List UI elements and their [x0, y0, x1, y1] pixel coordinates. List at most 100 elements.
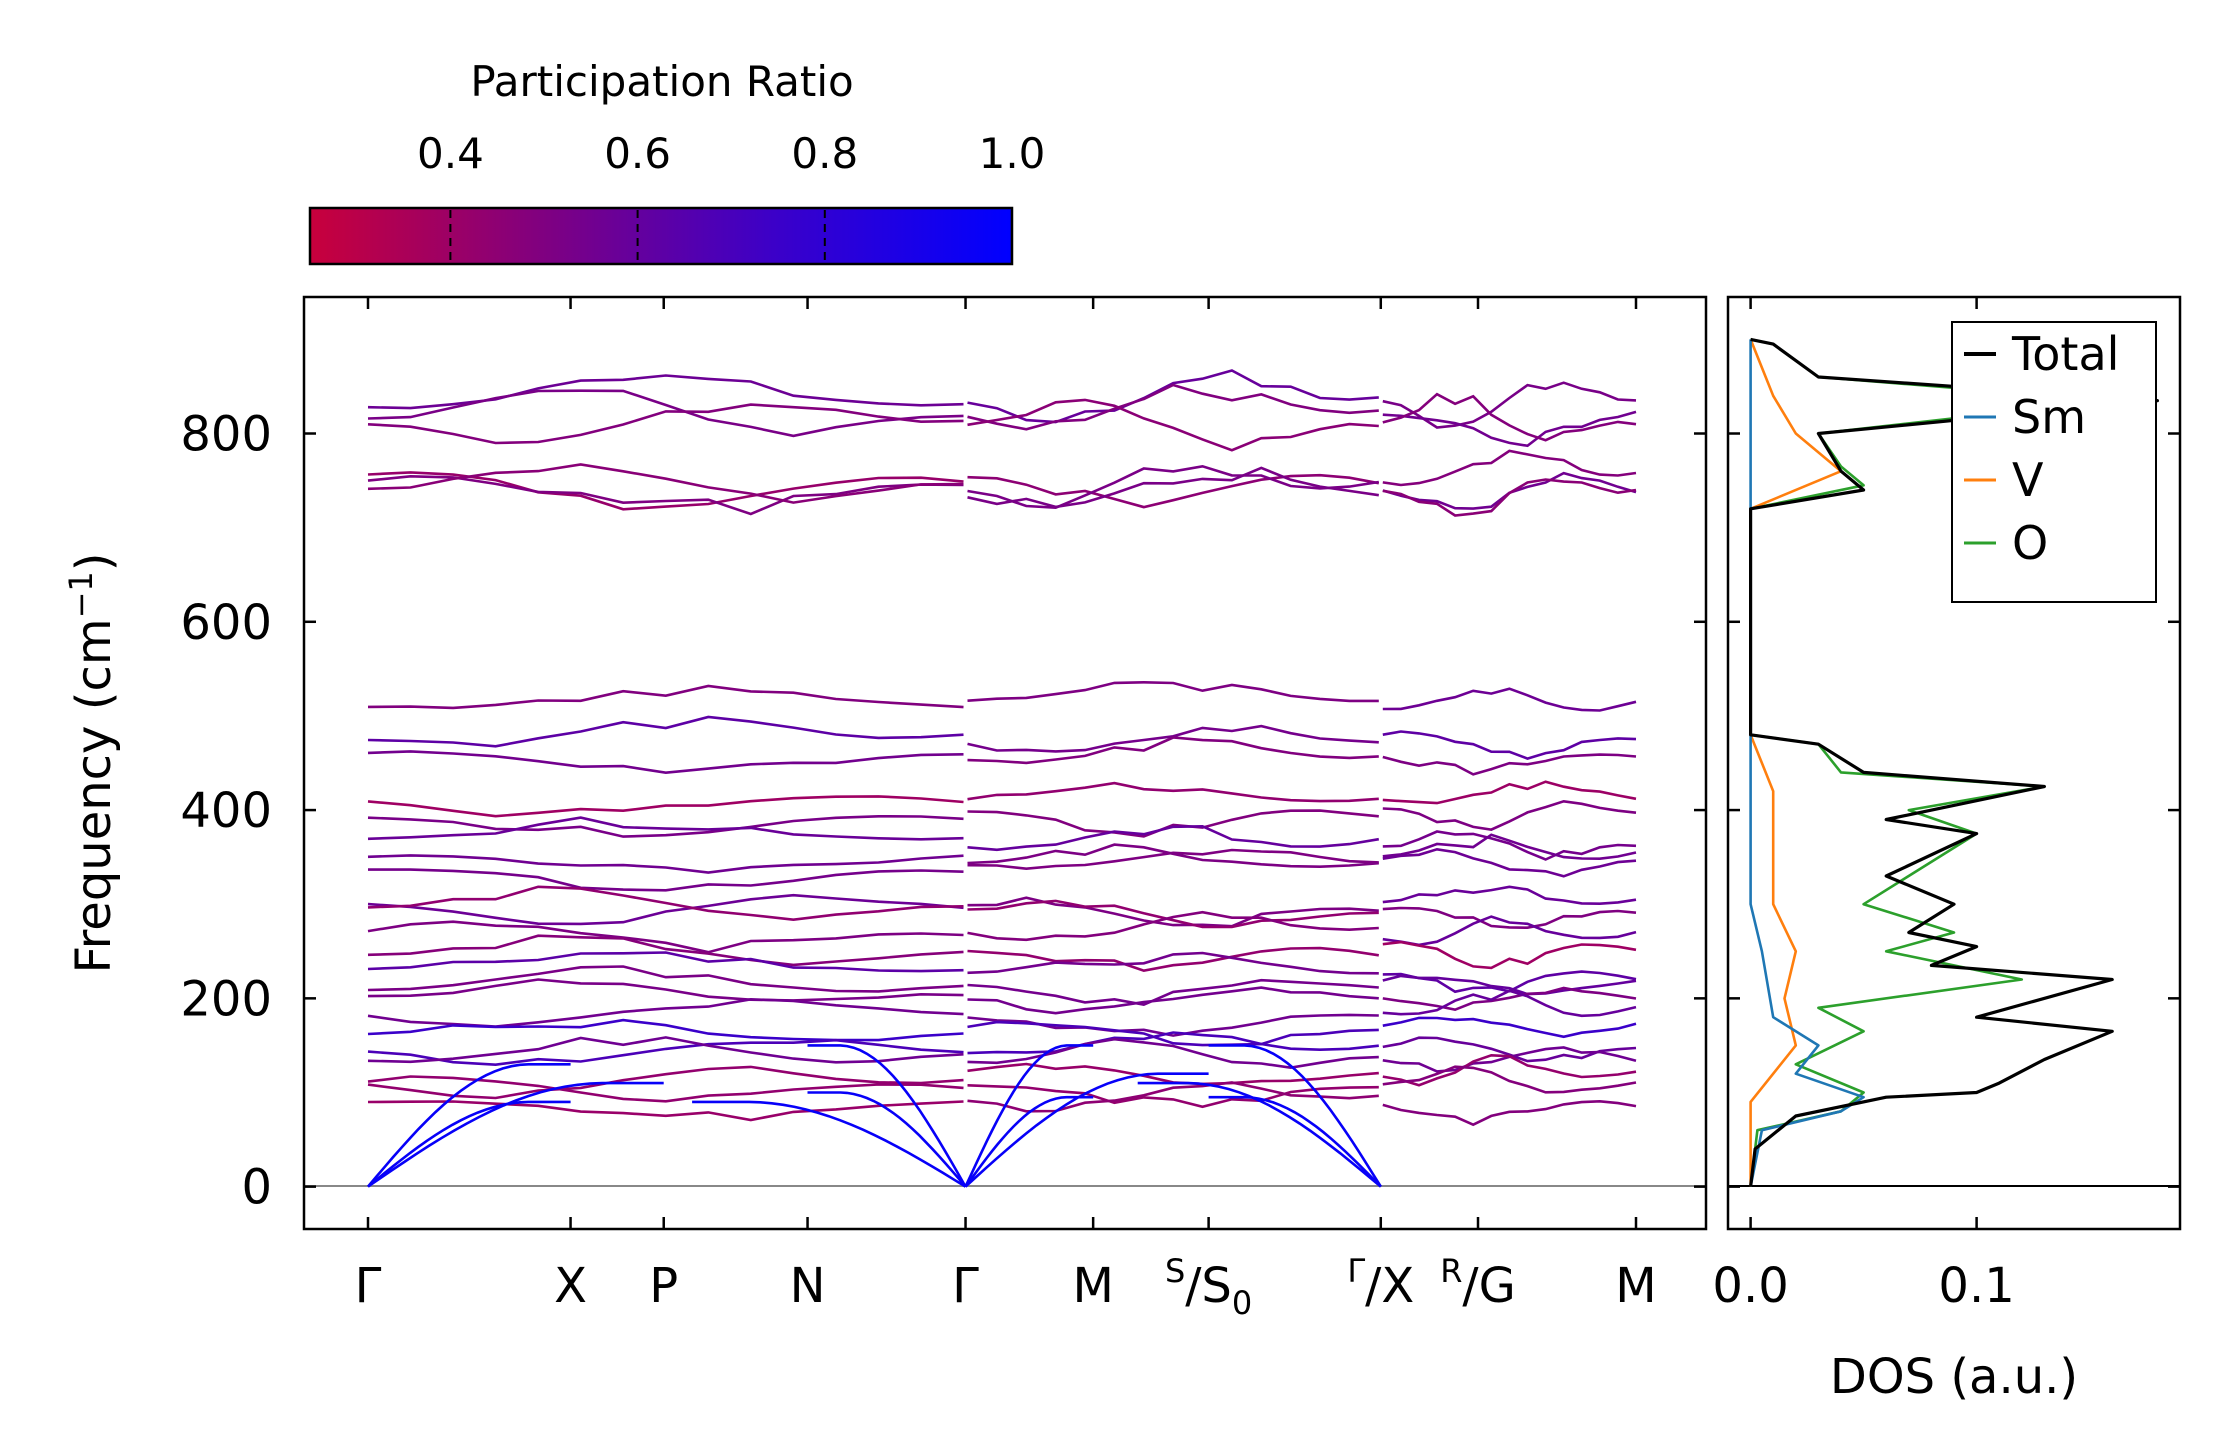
- band-line: [1382, 780, 1637, 805]
- band-line: [367, 374, 964, 410]
- dos-x-tick-label: 0.1: [1938, 1258, 2014, 1314]
- acoustic-branch: [1137, 1081, 1382, 1188]
- k-point-label: R/G: [1440, 1252, 1516, 1314]
- y-tick-label: 200: [180, 971, 272, 1027]
- k-point-label: P: [649, 1258, 678, 1314]
- phonon-bands: [367, 369, 1637, 1188]
- band-line: [1382, 940, 1637, 970]
- colorbar-tick-label: 1.0: [979, 129, 1046, 178]
- legend-label: Sm: [2012, 390, 2086, 444]
- band-line: [367, 403, 964, 445]
- band-line: [967, 1081, 1379, 1113]
- band-line: [367, 684, 964, 710]
- band-line: [367, 750, 964, 775]
- k-point-label: Γ/X: [1347, 1252, 1414, 1314]
- y-axis-label: Frequency (cm−1): [62, 552, 122, 973]
- band-line: [967, 736, 1379, 765]
- legend-frame: [1951, 321, 2157, 603]
- band-line: [367, 795, 964, 818]
- band-line: [1382, 906, 1637, 930]
- acoustic-branch: [964, 1072, 1209, 1188]
- band-line: [967, 680, 1379, 703]
- band-line: [367, 1036, 964, 1064]
- band-line: [1382, 989, 1637, 1018]
- band-line: [367, 389, 964, 438]
- acoustic-branch: [964, 1044, 1094, 1188]
- colorbar-tick-label: 0.8: [791, 129, 858, 178]
- k-point-label: Γ: [355, 1258, 382, 1314]
- band-line: [1382, 833, 1637, 861]
- band-line: [967, 781, 1379, 803]
- band-structure-plot: 0 200 400 600 800 Γ X P N Γ M S/S0 Γ/X R/G M Frequenc…: [62, 295, 1708, 1322]
- band-line: [1382, 478, 1637, 517]
- dos-line-sm: [1749, 339, 1865, 1187]
- colorbar: [308, 206, 1014, 266]
- band-line: [967, 398, 1379, 452]
- y-tick-label: 400: [180, 783, 272, 839]
- band-line: [367, 1018, 964, 1042]
- band-line: [967, 910, 1379, 942]
- band-line: [967, 896, 1379, 928]
- band-line: [367, 474, 964, 516]
- dos-x-axis-label: DOS (a.u.): [1830, 1349, 2078, 1405]
- band-line: [1382, 1065, 1637, 1094]
- band-line: [367, 1075, 964, 1103]
- band-line: [367, 997, 964, 1028]
- band-line: [1382, 410, 1637, 448]
- band-line: [1382, 1016, 1637, 1039]
- band-line: [967, 1037, 1379, 1070]
- band-line: [367, 854, 964, 874]
- acoustic-branch: [1208, 1044, 1382, 1188]
- colorbar-title: Participation Ratio: [470, 57, 853, 106]
- k-point-label: Γ: [952, 1258, 979, 1314]
- band-line: [1382, 1046, 1637, 1073]
- band-line: [367, 920, 964, 954]
- k-point-label: S/S0: [1165, 1252, 1252, 1322]
- legend-label: V: [2012, 453, 2044, 507]
- band-line: [1382, 1053, 1637, 1087]
- y-tick-label: 600: [180, 595, 272, 651]
- legend-label: O: [2012, 516, 2048, 570]
- band-line: [967, 466, 1379, 509]
- y-tick-label: 800: [180, 407, 272, 463]
- band-line: [1382, 392, 1637, 442]
- band-line: [967, 978, 1379, 1007]
- colorbar-tick-label: 0.4: [417, 129, 484, 178]
- band-line: [967, 473, 1380, 509]
- band-line: [1382, 915, 1637, 947]
- band-line: [367, 463, 964, 504]
- band-line: [1382, 799, 1637, 831]
- band-line: [967, 899, 1379, 929]
- k-point-label: M: [1615, 1258, 1656, 1314]
- band-line: [967, 383, 1379, 431]
- band-line: [1382, 830, 1637, 861]
- dos-line-v: [1749, 338, 1843, 1187]
- band-line: [367, 965, 964, 993]
- band-line: [967, 369, 1379, 424]
- band-line: [967, 1020, 1379, 1047]
- band-line: [367, 893, 964, 926]
- band-line: [1382, 449, 1637, 487]
- legend-label: Total: [2011, 327, 2119, 381]
- band-line: [967, 809, 1379, 838]
- dos-line-total: [1749, 337, 2159, 1187]
- band-line: [1382, 687, 1637, 712]
- band-line: [967, 1031, 1379, 1055]
- dos-x-ticks: 0.0 0.1: [1712, 297, 2015, 1314]
- band-line: [367, 934, 964, 967]
- band-line: [967, 1084, 1379, 1109]
- band-line: [1382, 753, 1637, 776]
- y-tick-label: 0: [241, 1160, 272, 1216]
- colorbar-tick-labels: 0.4 0.6 0.8 1.0: [417, 129, 1045, 178]
- band-line: [967, 843, 1379, 869]
- band-line: [367, 951, 964, 973]
- band-line: [367, 1100, 964, 1122]
- colorbar-tick-label: 0.6: [604, 129, 671, 178]
- dos-curves: [1749, 337, 2159, 1187]
- band-line: [1382, 847, 1637, 878]
- band-line: [367, 1065, 964, 1100]
- k-point-label: N: [790, 1258, 826, 1314]
- band-plot-frame: [302, 295, 1708, 1231]
- dos-y-ticks: [1728, 432, 2180, 1188]
- acoustic-branch: [807, 1044, 967, 1188]
